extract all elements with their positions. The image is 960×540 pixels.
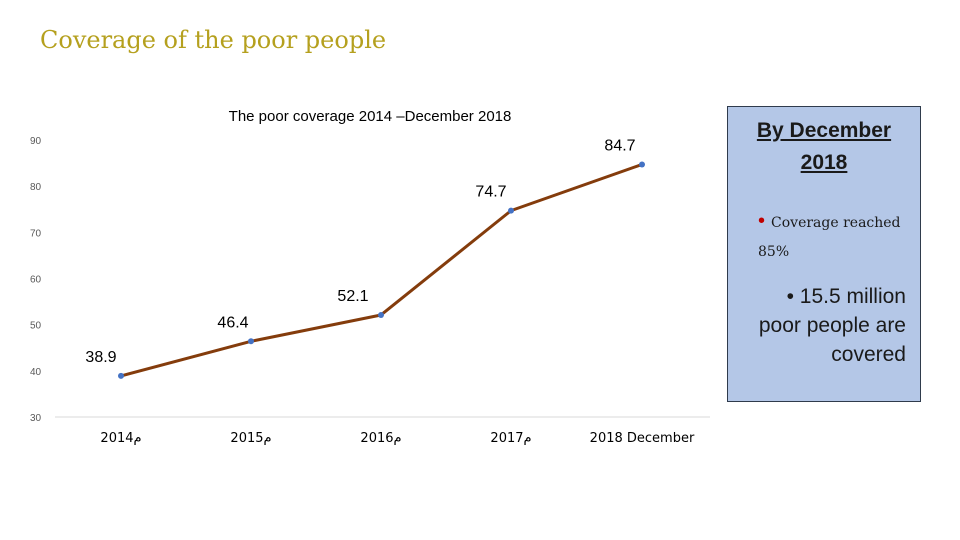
x-tick-label-5: 2018 December bbox=[590, 431, 695, 446]
data-label-1: 38.9 bbox=[85, 349, 116, 366]
x-tick-label-4: 2017م bbox=[490, 431, 531, 446]
chart-title: The poor coverage 2014 –December 2018 bbox=[228, 108, 512, 125]
data-label-4: 74.7 bbox=[475, 184, 506, 201]
x-tick-label-2: 2015م bbox=[230, 431, 271, 446]
y-tick-label-40: 40 bbox=[30, 367, 42, 378]
coverage-bullet: • Coverage reached 85% bbox=[758, 203, 918, 266]
slide-title: Coverage of the poor people bbox=[40, 26, 387, 54]
y-tick-label-30: 30 bbox=[30, 413, 42, 424]
y-tick-label-60: 60 bbox=[30, 275, 42, 286]
data-label-5: 84.7 bbox=[604, 137, 635, 154]
data-point-3 bbox=[378, 311, 384, 318]
coverage-bullet-line1: Coverage reached bbox=[771, 215, 901, 231]
data-point-5 bbox=[639, 161, 645, 168]
covered-count-bullet: • 15.5 million poor people are covered bbox=[758, 285, 906, 366]
coverage-bullet-line2: 85% bbox=[758, 244, 790, 260]
x-tick-label-3: 2016م bbox=[360, 431, 401, 446]
data-label-2: 46.4 bbox=[217, 314, 248, 331]
data-label-3: 52.1 bbox=[337, 288, 368, 305]
summary-heading: By December 2018 bbox=[756, 119, 892, 174]
y-tick-label-50: 50 bbox=[30, 321, 42, 332]
data-point-4 bbox=[508, 207, 514, 214]
x-tick-label-1: 2014م bbox=[100, 431, 141, 446]
y-tick-label-70: 70 bbox=[30, 228, 42, 239]
data-point-1 bbox=[118, 372, 124, 379]
data-point-2 bbox=[248, 338, 254, 345]
y-tick-label-80: 80 bbox=[30, 182, 42, 193]
summary-box: By December 2018 • Coverage reached 85% •… bbox=[727, 106, 921, 402]
y-tick-label-90: 90 bbox=[30, 136, 42, 147]
series-line bbox=[120, 163, 643, 378]
bullet-marker: • bbox=[758, 210, 766, 232]
